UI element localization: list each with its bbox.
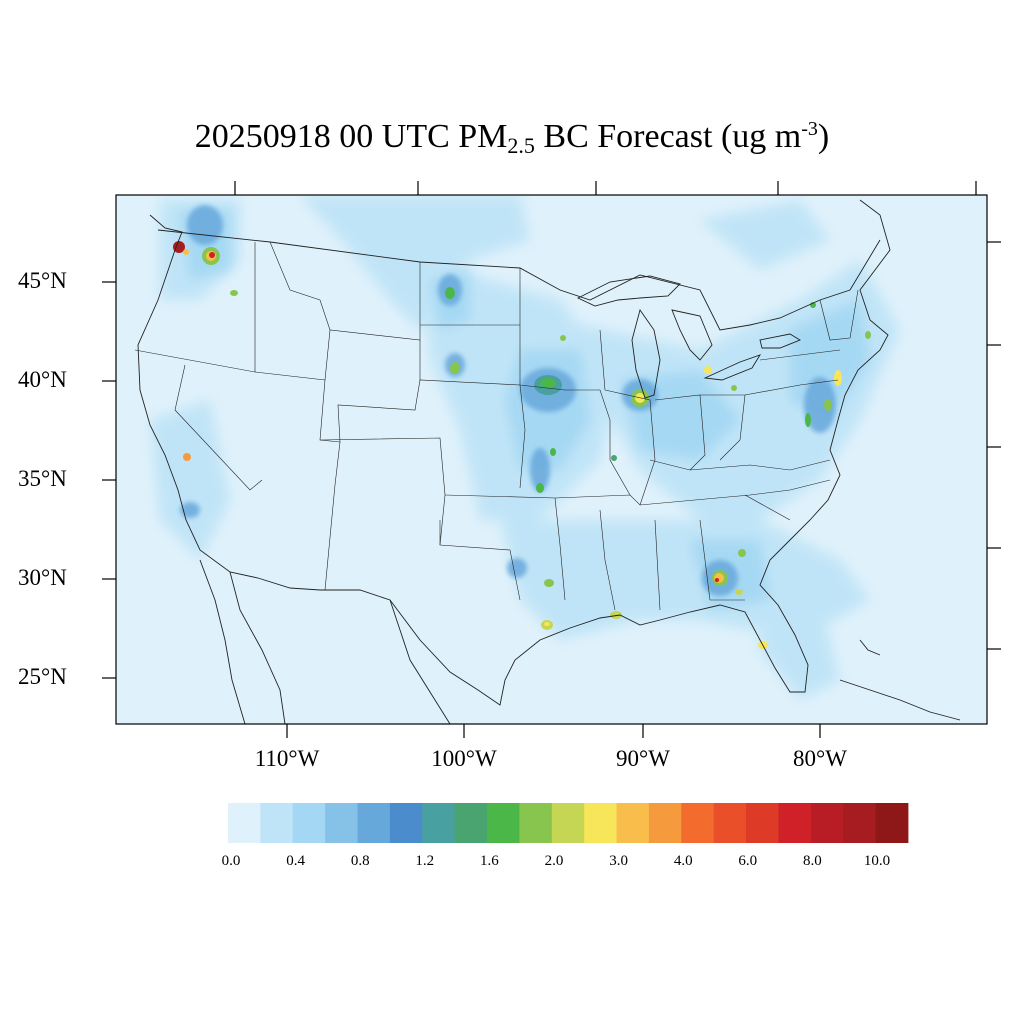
tick-marks	[102, 181, 1001, 738]
colorbar-swatch	[292, 803, 326, 843]
lat-label-45: 45°N	[18, 268, 67, 293]
boundaries	[134, 199, 961, 724]
colorbar-swatch	[648, 803, 682, 843]
title-species-suffix: BC Forecast (ug m	[543, 118, 802, 155]
colorbar	[228, 803, 909, 843]
title-units-exp: -3	[801, 118, 818, 140]
colorbar-label: 8.0	[803, 853, 822, 869]
colorbar-swatch	[584, 803, 617, 843]
lake-michigan	[631, 308, 661, 399]
colorbar-label: 1.6	[480, 853, 499, 869]
colorbar-label: 0.4	[286, 853, 305, 869]
lon-label-90w: 90°W	[616, 746, 670, 771]
colorbar-label: 0.8	[350, 853, 370, 869]
colorbar-swatch	[616, 803, 650, 843]
colorbar-label: 10.0	[863, 853, 891, 869]
colorbar-swatch	[325, 803, 358, 843]
colorbar-swatch	[875, 803, 909, 843]
colorbar-swatch	[454, 803, 488, 843]
title-tz: UTC	[381, 118, 450, 155]
colorbar-swatch	[422, 803, 456, 843]
colorbar-swatch	[260, 803, 294, 843]
colorbar-swatch	[681, 803, 715, 843]
colorbar-swatch	[551, 803, 585, 843]
colorbar-label: 6.0	[738, 853, 758, 869]
colorbar-label: 3.0	[609, 853, 628, 869]
lon-label-80w: 80°W	[793, 746, 847, 771]
lake-superior	[576, 275, 681, 307]
colorbar-label: 1.2	[415, 853, 435, 869]
lat-label-30: 30°N	[18, 565, 67, 590]
colorbar-swatch	[389, 803, 423, 843]
colorbar-swatch	[228, 803, 261, 843]
lon-label-100w: 100°W	[431, 746, 497, 771]
lat-label-35: 35°N	[18, 466, 67, 491]
colorbar-label: 0.0	[221, 853, 241, 869]
us-outline	[137, 199, 891, 706]
title-species-sub: 2.5	[507, 133, 535, 158]
lon-label-110w: 110°W	[254, 746, 320, 771]
lake-ontario	[759, 333, 802, 349]
colorbar-label: 4.0	[673, 853, 693, 869]
title-hour: 00	[339, 118, 374, 155]
lake-erie	[703, 354, 762, 381]
colorbar-swatch	[843, 803, 877, 843]
colorbar-swatch	[519, 803, 553, 843]
title-date: 20250918	[194, 118, 331, 155]
colorbar-swatch	[810, 803, 844, 843]
lat-label-40: 40°N	[18, 367, 67, 392]
colorbar-swatch	[357, 803, 391, 843]
map-frame	[115, 194, 988, 725]
map-title: 20250918 00 UTC PM2.5 BC Forecast (ug m-…	[0, 118, 1024, 159]
lake-huron	[671, 309, 713, 361]
title-units-close: )	[817, 118, 830, 155]
colorbar-label: 2.0	[544, 853, 564, 869]
colorbar-swatch	[713, 803, 747, 843]
colorbar-swatch	[746, 803, 779, 843]
title-species: PM	[458, 118, 508, 155]
lat-label-25: 25°N	[18, 664, 67, 689]
colorbar-swatch	[778, 803, 812, 843]
colorbar-swatch	[487, 803, 520, 843]
